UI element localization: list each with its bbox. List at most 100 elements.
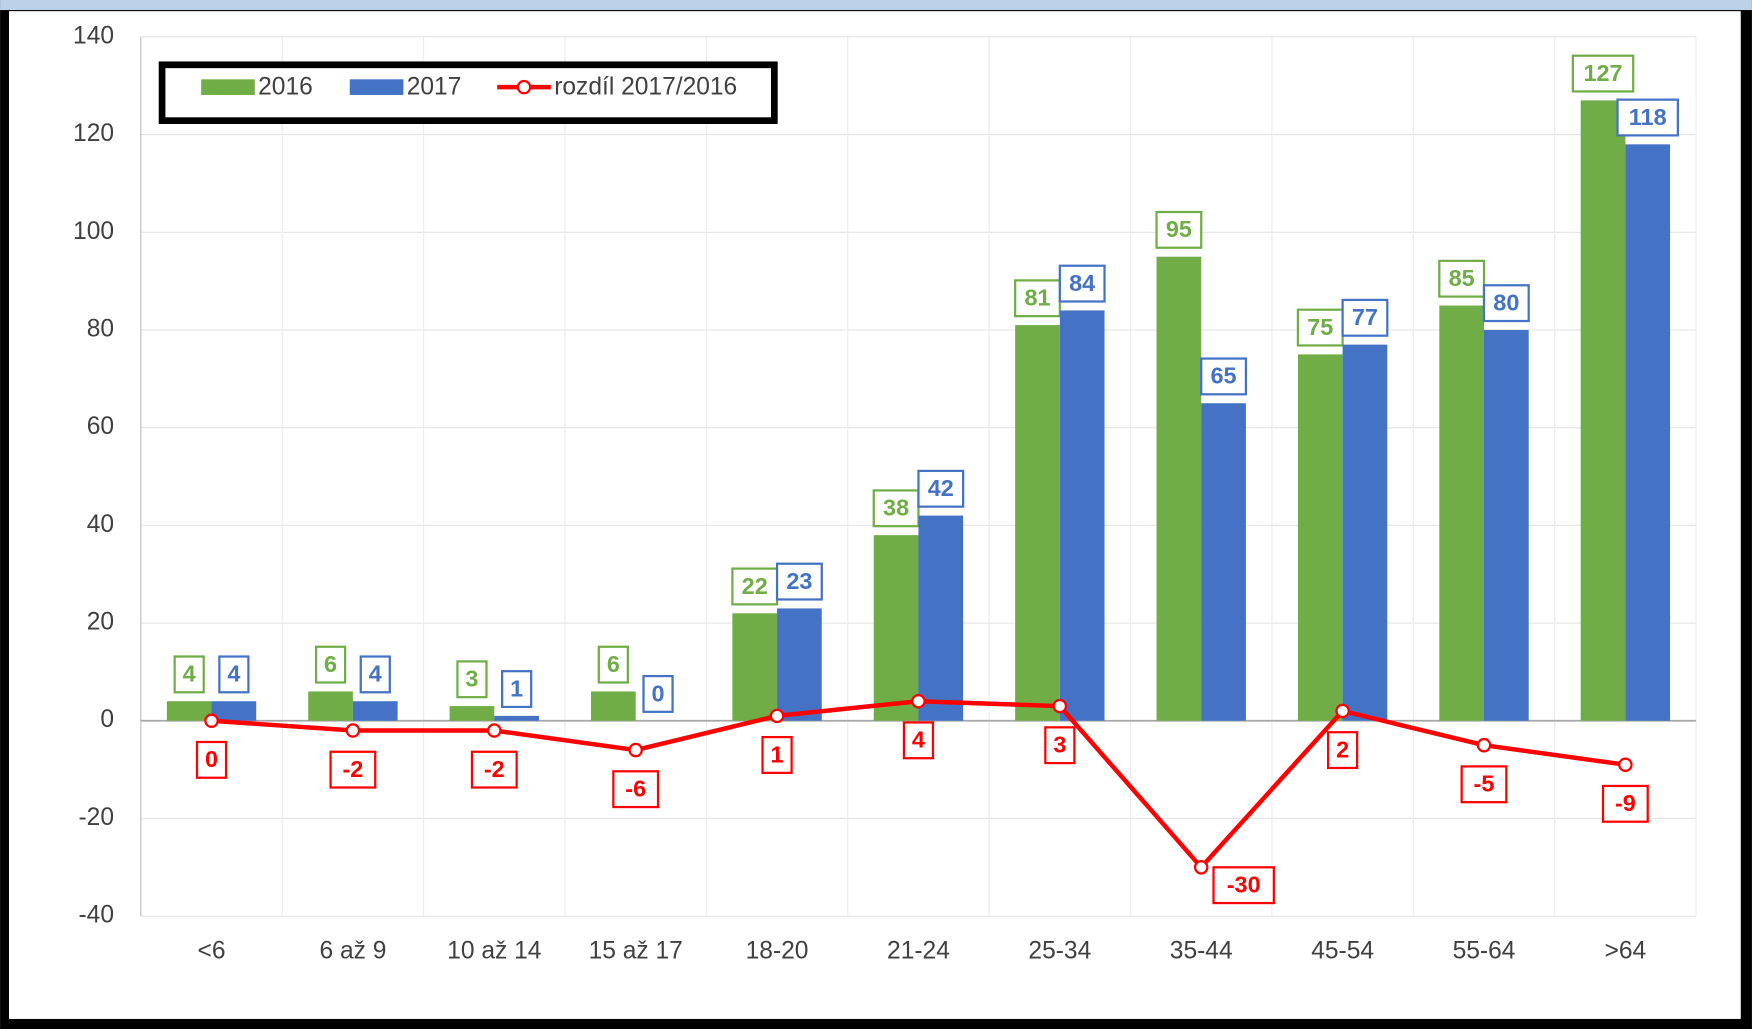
y-tick-label: 60 [87,413,114,440]
data-label: 38 [883,495,909,521]
data-label-box [195,740,228,779]
data-label-box [1326,731,1359,770]
data-label-box [1460,765,1508,804]
x-tick-label: 45-54 [1311,937,1374,964]
legend-label: rozdíl 2017/2016 [554,74,737,101]
data-label: 6 [324,651,337,677]
legend-swatch-marker [516,79,532,95]
line-marker [204,713,219,729]
data-label-box [1044,726,1076,765]
x-tick-label: 6 až 9 [319,937,386,964]
bar [494,715,539,721]
data-label: 22 [742,573,768,599]
data-label: 77 [1352,304,1378,330]
y-tick-label: 100 [73,218,114,245]
bar [1483,329,1529,721]
data-label: -9 [1615,790,1636,816]
data-label-box [173,655,205,694]
bar [1156,256,1202,721]
data-label: 0 [652,680,665,706]
bar [1297,354,1343,721]
data-label-box [917,469,965,508]
data-label-box [1482,284,1530,323]
line-marker [628,742,643,758]
bar [1059,310,1105,721]
top-strip [0,0,1752,11]
line-marker [1618,757,1633,772]
x-tick-label: 25-34 [1028,937,1091,964]
y-tick-label: -20 [79,804,115,831]
line-marker [345,723,361,738]
bar [1439,305,1484,721]
x-tick-label: >64 [1605,937,1647,964]
data-label-box [1014,279,1061,318]
data-label-box [1616,98,1680,137]
data-label: -6 [625,775,646,801]
data-label: 84 [1069,270,1095,296]
data-label: 127 [1583,60,1622,86]
data-label: 3 [1053,732,1066,758]
data-label: 85 [1449,265,1475,291]
bar [1201,403,1246,721]
bar [732,613,778,721]
line-marker [769,708,785,724]
data-label: -5 [1474,771,1495,797]
bar [1580,100,1626,721]
bar [918,515,964,721]
legend-label: 2017 [407,74,462,101]
data-label: 81 [1024,285,1050,311]
bar [1625,144,1671,721]
y-tick-label: 80 [87,315,114,342]
data-label: 95 [1166,216,1192,242]
legend-swatch [349,79,404,95]
data-label-box [731,567,779,606]
data-label: 80 [1493,289,1519,315]
bar [352,701,398,721]
data-label-box [1155,210,1203,249]
data-label-box [1571,54,1635,93]
line-marker [1476,737,1492,753]
data-label-box [501,670,533,709]
data-label: 4 [912,727,925,753]
legend-swatch [201,79,255,95]
bar [166,701,212,721]
data-label: 118 [1629,104,1667,130]
data-label: 65 [1211,363,1237,389]
x-tick-label: 18-20 [746,937,809,964]
data-label-box [470,750,518,789]
data-label: 75 [1307,314,1333,340]
y-tick-label: 20 [87,609,114,636]
data-label: 2 [1336,736,1349,762]
data-label-box [1438,259,1486,298]
x-tick-label: <6 [198,937,226,964]
data-label-box [359,655,391,694]
line-marker [487,723,502,738]
x-tick-label: 35-44 [1170,937,1233,964]
line-marker [911,693,926,709]
line-marker [1335,703,1350,719]
bar [1015,325,1060,721]
data-label-box [1601,784,1649,823]
data-label-box [642,674,674,713]
bar [449,706,495,721]
x-tick-label: 55-64 [1453,937,1516,964]
data-label: -30 [1227,872,1261,898]
data-label: 0 [205,746,218,772]
data-label-box [1200,357,1248,396]
bar [590,691,636,721]
line-marker [1052,698,1068,714]
legend-box [158,61,778,125]
y-tick-label: 120 [73,120,114,147]
data-label-box [1058,264,1106,303]
data-label: 6 [607,651,620,677]
y-tick-label: 40 [87,511,114,538]
x-tick-label: 10 až 14 [447,937,541,964]
data-label-box [902,721,935,760]
data-label-box [597,645,629,684]
data-label: 3 [465,666,478,692]
bar [308,691,353,721]
bar [873,535,919,721]
data-label: 23 [786,568,812,594]
data-label: -2 [484,756,505,782]
